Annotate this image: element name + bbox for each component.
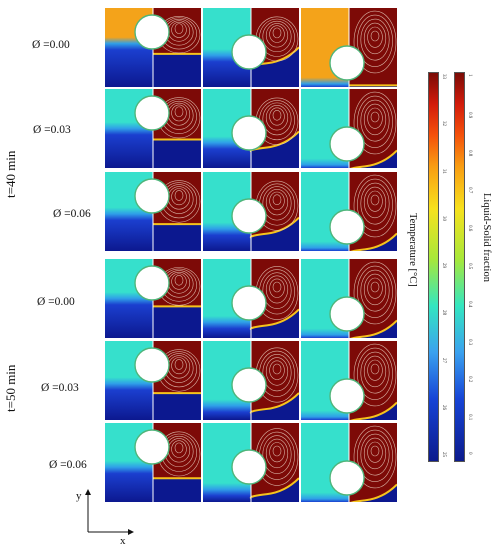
phi-label-row-4: Ø =0.00: [37, 296, 75, 308]
heat-source-cylinder: [329, 460, 365, 496]
liquid-fraction-tick: 0.2: [467, 376, 472, 383]
phi-label-row-6: Ø =0.06: [49, 459, 87, 471]
heat-source-cylinder: [329, 126, 365, 162]
heat-source-cylinder: [134, 95, 170, 131]
liquid-fraction-tick: 0.4: [467, 300, 472, 308]
sim-cell-r6-c3: [301, 423, 397, 502]
sim-cell-r6-c2: [203, 423, 299, 502]
liquid-fraction-colorbar: [454, 72, 465, 462]
phi-label-row-3: Ø =0.06: [53, 208, 91, 220]
phi-label-row-1: Ø =0.00: [32, 39, 70, 51]
heat-source-cylinder: [231, 115, 267, 151]
sim-cell-r5-c3: [301, 341, 397, 420]
y-axis-arrowhead: [85, 489, 91, 495]
heat-source-cylinder: [231, 34, 267, 70]
axes-indicator: [85, 489, 134, 535]
y-axis-label: y: [76, 490, 82, 502]
sim-cell-r6-c1: [105, 423, 201, 502]
heat-source-cylinder: [329, 296, 365, 332]
temperature-tick: 30: [441, 215, 446, 221]
heat-source-cylinder: [134, 429, 170, 465]
heat-source-cylinder: [231, 367, 267, 403]
liquid-fraction-tick: 1: [467, 74, 472, 77]
temperature-tick: 29: [441, 263, 446, 268]
sim-cell-r1-c3: [301, 8, 397, 87]
sim-cell-r3-c3: [301, 172, 397, 251]
heat-source-cylinder: [329, 209, 365, 245]
heat-source-cylinder: [231, 449, 267, 485]
liquid-fraction-colorbar-title: Liquid-Solid fraction: [481, 193, 492, 282]
liquid-fraction-tick: 0.8: [467, 149, 472, 156]
temperature-tick: 32: [441, 121, 446, 127]
heat-source-cylinder: [134, 347, 170, 383]
sim-cell-r3-c1: [105, 172, 201, 251]
liquid-fraction-tick: 0.3: [467, 338, 472, 345]
x-axis-label: x: [120, 535, 126, 547]
temperature-tick: 28: [441, 310, 446, 316]
heat-source-cylinder: [134, 265, 170, 301]
temperature-tick: 33: [441, 74, 446, 79]
sim-cell-r1-c2: [203, 8, 299, 87]
temperature-tick: 31: [441, 168, 446, 174]
liquid-fraction-tick: 0.9: [467, 111, 472, 119]
sim-cell-r3-c2: [203, 172, 299, 251]
phi-label-row-5: Ø =0.03: [41, 382, 79, 394]
sim-cell-r1-c1: [105, 8, 201, 87]
sim-cell-r4-c1: [105, 259, 201, 338]
liquid-fraction-tick: 0.5: [467, 263, 472, 270]
sim-cell-r4-c3: [301, 259, 397, 338]
time-label-40: t=40 min: [3, 150, 18, 198]
x-axis-arrowhead: [128, 529, 134, 535]
sim-cell-r4-c2: [203, 259, 299, 338]
sim-cell-r2-c2: [203, 89, 299, 168]
heat-source-cylinder: [231, 198, 267, 234]
sim-cell-r5-c1: [105, 341, 201, 420]
heat-source-cylinder: [134, 178, 170, 214]
sim-cell-r2-c1: [105, 89, 201, 168]
temperature-colorbar: [428, 72, 439, 462]
heat-source-cylinder: [134, 14, 170, 50]
temperature-tick: 26: [441, 404, 446, 410]
sim-cell-r5-c2: [203, 341, 299, 420]
liquid-fraction-tick: 0.7: [467, 187, 472, 194]
heat-source-cylinder: [329, 45, 365, 81]
temperature-tick: 25: [441, 452, 446, 457]
phi-label-row-2: Ø =0.03: [33, 124, 71, 136]
sim-cell-r2-c3: [301, 89, 397, 168]
liquid-fraction-tick: 0: [467, 452, 472, 455]
time-label-50: t=50 min: [3, 364, 18, 412]
liquid-fraction-tick: 0.1: [467, 414, 472, 421]
temperature-tick: 27: [441, 357, 446, 363]
temperature-colorbar-title: Temperature [°C]: [407, 213, 418, 287]
heat-source-cylinder: [329, 378, 365, 414]
heat-source-cylinder: [231, 285, 267, 321]
liquid-fraction-tick: 0.6: [467, 225, 472, 232]
